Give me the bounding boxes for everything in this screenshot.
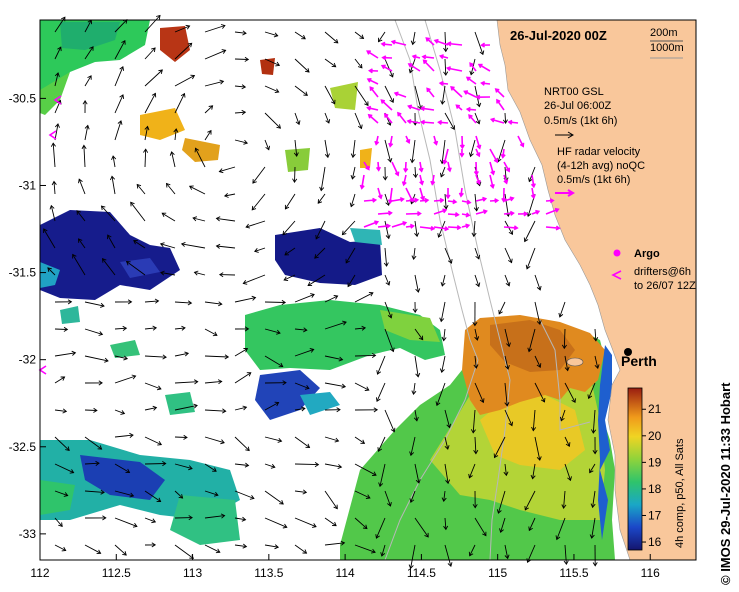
gsl-legend-title: NRT00 GSL xyxy=(544,86,604,98)
longitude-axis: 112 112.5 113 113.5 114 114.5 115 115.5 116 xyxy=(30,554,660,580)
drifters-label: drifters@6h xyxy=(634,266,691,278)
latitude-axis: -30.5 -31 -31.5 -32 -32.5 -33 xyxy=(9,91,46,541)
gsl-legend-scale: 0.5m/s (1kt 6h) xyxy=(544,115,617,127)
gsl-velocity-vectors xyxy=(43,14,600,570)
lat-tick-label: -32 xyxy=(19,353,37,367)
colorbar-tick-label: 18 xyxy=(648,482,662,496)
drifters-to-label: to 26/07 12Z xyxy=(634,280,696,292)
gsl-legend-date: 26-Jul 06:00Z xyxy=(544,100,612,112)
sst-colorbar: 16 17 18 19 20 21 xyxy=(627,387,662,551)
hf-legend-title: HF radar velocity xyxy=(557,146,641,158)
colorbar-tick-label: 20 xyxy=(648,429,662,443)
colorbar-tick-label: 17 xyxy=(648,508,662,522)
argo-marker-icon xyxy=(613,249,621,257)
bathy-label-200: 200m xyxy=(650,27,678,39)
lon-tick-label: 115 xyxy=(488,566,507,580)
bathy-label-1000: 1000m xyxy=(650,42,684,54)
lat-tick-label: -31.5 xyxy=(9,266,37,280)
lat-tick-label: -31 xyxy=(19,178,37,192)
colorbar-tick-label: 16 xyxy=(648,535,662,549)
gsl-legend-arrow-icon xyxy=(555,131,574,139)
lon-tick-label: 114.5 xyxy=(407,566,436,580)
lon-tick-label: 112.5 xyxy=(102,566,131,580)
lat-tick-label: -33 xyxy=(19,527,37,541)
lon-tick-label: 113.5 xyxy=(254,566,283,580)
sst-layer xyxy=(40,20,615,560)
perth-marker-icon xyxy=(624,348,632,356)
colorbar-title: 4h comp, p50, All Sats xyxy=(674,438,686,548)
lon-tick-label: 114 xyxy=(336,566,355,580)
hf-radar-vectors xyxy=(38,37,561,375)
argo-label: Argo xyxy=(634,248,660,260)
lat-tick-label: -32.5 xyxy=(9,440,37,454)
hf-legend-sub: (4-12h avg) noQC xyxy=(557,160,645,172)
lat-tick-label: -30.5 xyxy=(9,91,37,105)
hf-legend-arrow-icon xyxy=(555,189,575,197)
rottnest-island xyxy=(566,357,584,367)
lon-tick-label: 112 xyxy=(30,566,49,580)
hf-legend-scale: 0.5m/s (1kt 6h) xyxy=(557,174,630,186)
credit-label: © IMOS 29-Jul-2020 11:33 Hobart xyxy=(718,382,733,585)
colorbar-tick-label: 19 xyxy=(648,455,662,469)
colorbar-tick-label: 21 xyxy=(648,402,662,416)
drifter-marker-icon xyxy=(611,270,622,280)
plot-frame xyxy=(39,19,697,561)
date-label: 26-Jul-2020 00Z xyxy=(510,28,607,43)
land-mass xyxy=(496,19,697,561)
city-label-perth: Perth xyxy=(621,353,657,369)
lon-tick-label: 113 xyxy=(183,566,202,580)
lon-tick-label: 115.5 xyxy=(559,566,588,580)
lon-tick-label: 116 xyxy=(641,566,660,580)
